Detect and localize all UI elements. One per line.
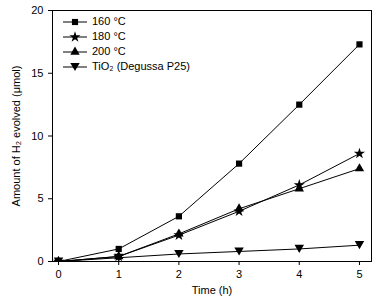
svg-text:20: 20	[31, 4, 43, 16]
svg-text:5: 5	[37, 192, 43, 204]
html-text:TiO₂ (Degussa P25): TiO₂ (Degussa P25)	[92, 60, 190, 72]
svg-text:15: 15	[31, 67, 43, 79]
svg-text:1: 1	[116, 268, 122, 280]
svg-text:5: 5	[356, 268, 362, 280]
svg-text:Amount of H₂ evolved (μmol): Amount of H₂ evolved (μmol)	[10, 66, 22, 207]
svg-text:0: 0	[55, 268, 61, 280]
html-text:160 °C: 160 °C	[92, 15, 126, 27]
svg-text:3: 3	[236, 268, 242, 280]
svg-text:2: 2	[176, 268, 182, 280]
svg-text:Time (h): Time (h)	[192, 284, 233, 296]
html-text:180 °C: 180 °C	[92, 30, 126, 42]
svg-text:10: 10	[31, 130, 43, 142]
svg-text:4: 4	[296, 268, 302, 280]
svg-text:0: 0	[37, 255, 43, 267]
html-text:200 °C: 200 °C	[92, 45, 126, 57]
